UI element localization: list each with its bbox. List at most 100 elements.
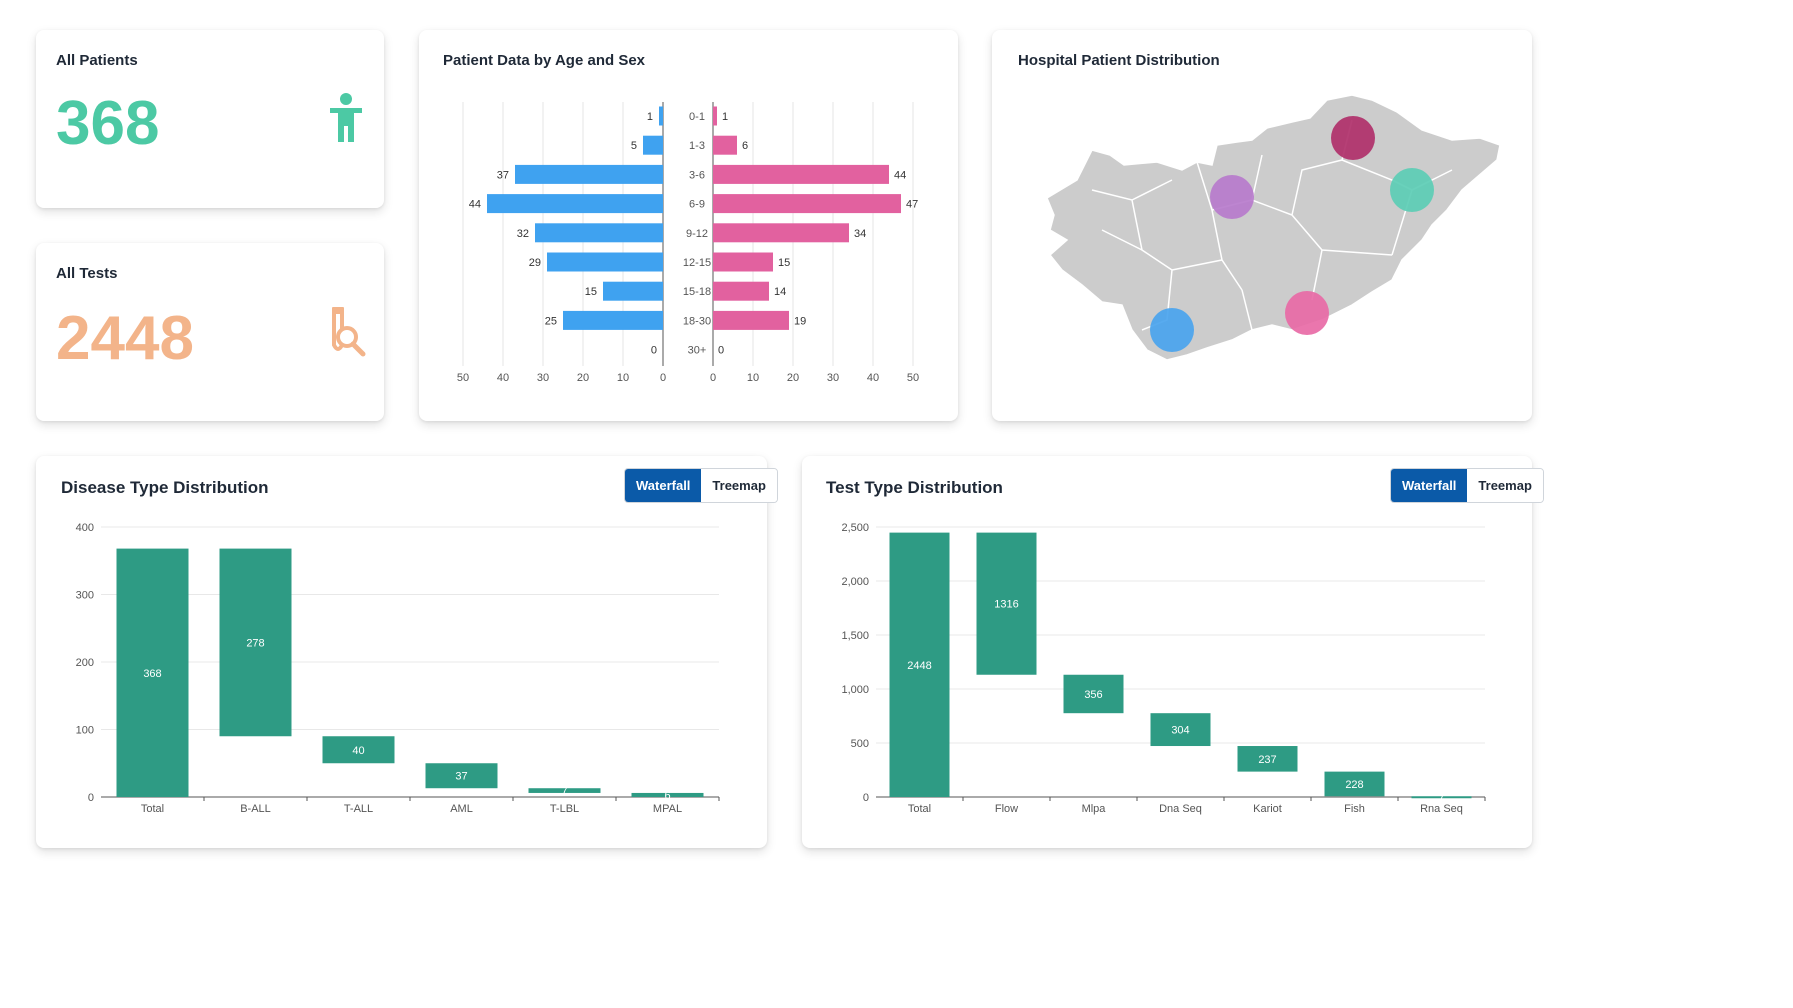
left-bar (643, 135, 663, 155)
waterfall-bar (116, 548, 189, 797)
right-bar (713, 135, 737, 155)
right-bar (713, 310, 789, 330)
bar-value-label: 40 (352, 745, 364, 757)
right-bar-label: 44 (894, 169, 906, 181)
age-sex-chart-title: Patient Data by Age and Sex (443, 52, 646, 69)
left-bar-label: 25 (545, 315, 557, 327)
y-tick-label: 100 (76, 725, 94, 737)
bar-value-label: 228 (1345, 779, 1363, 791)
test-tube-search-icon (328, 307, 368, 362)
right-bar-label: 6 (742, 140, 748, 152)
waterfall-bar (631, 792, 704, 797)
disease-chart-title: Disease Type Distribution (61, 478, 269, 497)
x-tick-label-right: 50 (907, 372, 919, 384)
y-tick-label: 300 (76, 590, 94, 602)
test-view-toggle: Waterfall Treemap (1390, 468, 1544, 503)
x-tick-label-right: 10 (747, 372, 759, 384)
left-bar (659, 106, 663, 126)
bar-value-label: 7 (1438, 792, 1444, 804)
test-treemap-button[interactable]: Treemap (1467, 469, 1543, 502)
marker-south-west (1150, 308, 1194, 352)
disease-waterfall-chart: 0 100 200 300 400 368 Total 278 B-ALL 40 T-ALL 37 AM… (76, 522, 720, 815)
country-shape (1046, 94, 1501, 361)
waterfall-bar (528, 788, 601, 793)
x-tick-label-right: 40 (867, 372, 879, 384)
right-bar (713, 281, 769, 301)
all-tests-card: All Tests 2448 (36, 243, 384, 421)
test-waterfall-button[interactable]: Waterfall (1391, 469, 1468, 502)
x-tick-label: Flow (995, 803, 1018, 815)
x-tick-label-right: 0 (710, 372, 716, 384)
marker-central (1210, 175, 1254, 219)
right-bar-label: 19 (794, 315, 806, 327)
age-sex-chart-card: Patient Data by Age and Sex 50 40 30 20 10 0 0… (419, 30, 958, 421)
age-group-label: 6-9 (689, 199, 705, 211)
x-tick-label-right: 20 (787, 372, 799, 384)
bar-value-label: 6 (664, 790, 670, 802)
person-icon (326, 92, 366, 149)
left-bar-label: 44 (469, 199, 481, 211)
waterfall-bar (1063, 674, 1124, 714)
all-patients-title: All Patients (56, 52, 138, 69)
waterfall-bar (1150, 713, 1211, 747)
test-chart-title: Test Type Distribution (826, 478, 1003, 497)
patient-map-title: Hospital Patient Distribution (1018, 52, 1220, 69)
x-tick-label: Rna Seq (1420, 803, 1463, 815)
waterfall-bar (322, 736, 395, 764)
marker-east (1390, 168, 1434, 212)
x-tick-label: B-ALL (240, 803, 271, 815)
y-tick-label: 0 (863, 792, 869, 804)
x-tick-label-left: 30 (537, 372, 549, 384)
x-tick-label-left: 40 (497, 372, 509, 384)
x-tick-label: MPAL (653, 803, 682, 815)
y-tick-label: 1,500 (841, 630, 869, 642)
x-tick-label-left: 0 (660, 372, 666, 384)
right-bar-label: 1 (722, 111, 728, 123)
disease-treemap-button[interactable]: Treemap (701, 469, 777, 502)
age-group-label: 12-15 (683, 257, 711, 269)
left-bar (535, 223, 663, 243)
x-tick-label-left: 10 (617, 372, 629, 384)
x-tick-label: AML (450, 803, 473, 815)
x-tick-label: Kariot (1253, 803, 1282, 815)
age-group-label: 18-30 (683, 315, 711, 327)
age-group-label: 0-1 (689, 111, 705, 123)
x-tick-label-right: 30 (827, 372, 839, 384)
x-tick-label: Dna Seq (1159, 803, 1202, 815)
age-group-label: 15-18 (683, 286, 711, 298)
left-bar-label: 15 (585, 286, 597, 298)
y-tick-label: 2,000 (841, 576, 869, 588)
disease-waterfall-button[interactable]: Waterfall (625, 469, 702, 502)
bar-value-label: 304 (1171, 725, 1189, 737)
right-bar-label: 15 (778, 257, 790, 269)
right-bar-label: 14 (774, 286, 786, 298)
x-tick-label: Total (908, 803, 931, 815)
marker-south-east (1285, 291, 1329, 335)
left-bar-label: 0 (651, 345, 657, 357)
x-tick-label-left: 50 (457, 372, 469, 384)
disease-view-toggle: Waterfall Treemap (624, 468, 778, 503)
right-bar (713, 223, 849, 243)
left-bar-label: 32 (517, 228, 529, 240)
x-tick-label-left: 20 (577, 372, 589, 384)
age-group-label: 30+ (688, 345, 707, 357)
x-tick-label: T-ALL (344, 803, 373, 815)
bar-value-label: 237 (1258, 754, 1276, 766)
y-tick-label: 200 (76, 657, 94, 669)
left-bar-label: 37 (497, 169, 509, 181)
age-group-label: 1-3 (689, 140, 705, 152)
bar-value-label: 278 (246, 637, 264, 649)
bar-value-label: 2448 (907, 660, 931, 672)
right-bar-label: 0 (718, 345, 724, 357)
patient-map-card: Hospital Patient Distribution (992, 30, 1532, 421)
left-bar (515, 164, 663, 184)
left-bar-label: 29 (529, 257, 541, 269)
left-bar (563, 310, 663, 330)
waterfall-bar (1324, 771, 1385, 797)
disease-chart-card: Disease Type Distribution Waterfall Tree… (36, 456, 778, 848)
all-patients-value: 368 (56, 89, 160, 158)
right-bar (713, 252, 773, 272)
left-bar-label: 5 (631, 140, 637, 152)
waterfall-bar (976, 532, 1037, 675)
left-bar (603, 281, 663, 301)
